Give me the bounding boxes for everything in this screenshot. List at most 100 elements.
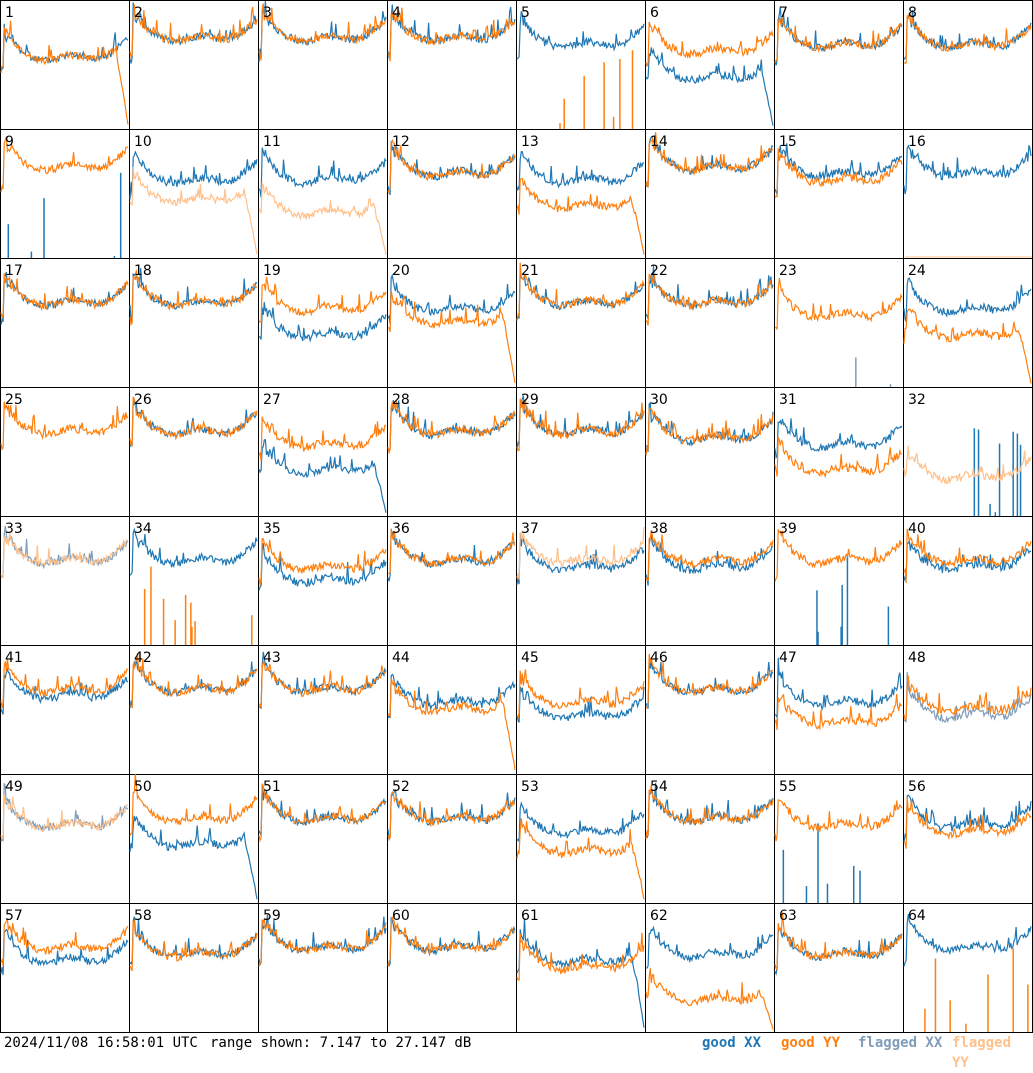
panel-label: 4 [392, 5, 401, 21]
panel-30: 30 [645, 387, 775, 517]
series-yy-line [258, 783, 387, 843]
panel-label: 63 [779, 908, 797, 924]
timestamp: 2024/11/08 16:58:01 UTC [4, 1035, 198, 1051]
panel-label: 36 [392, 521, 410, 537]
panel-41: 41 [0, 645, 130, 775]
panel-border [516, 645, 646, 775]
panel-label: 45 [521, 650, 539, 666]
panel-25: 25 [0, 387, 130, 517]
panel-49: 49 [0, 774, 130, 904]
series-xx-line [129, 815, 258, 900]
panel-24: 24 [903, 258, 1033, 388]
panel-61: 61 [516, 903, 646, 1033]
series-yy-line [774, 693, 903, 731]
series-yy-line [387, 290, 516, 384]
panel-58: 58 [129, 903, 259, 1033]
series-yy-line [129, 652, 258, 709]
panel-label: 59 [263, 908, 281, 924]
series-yy-line [0, 273, 129, 318]
panel-22: 22 [645, 258, 775, 388]
series-yy-line [516, 177, 645, 255]
series-yy-line [645, 273, 774, 326]
series-yy-line [645, 529, 774, 582]
series-yy-line [903, 797, 1032, 849]
panel-label: 23 [779, 263, 797, 279]
series-yy-line [516, 818, 645, 900]
series-xx-line [645, 533, 774, 586]
panel-label: 13 [521, 134, 539, 150]
series-xx-line [258, 438, 387, 513]
panel-53: 53 [516, 774, 646, 904]
panel-label: 26 [134, 392, 152, 408]
panel-label: 35 [263, 521, 281, 537]
series-yy-line [774, 436, 903, 479]
series-yy-line [903, 13, 1032, 64]
panel-label: 18 [134, 263, 152, 279]
legend-good-xx: good XX [702, 1035, 762, 1051]
range-shown: range shown: 7.147 to 27.147 dB [210, 1035, 472, 1051]
series-yy-line [774, 529, 903, 582]
panel-label: 2 [134, 5, 143, 21]
panel-border [774, 516, 904, 646]
panel-border [774, 774, 904, 904]
series-xx-line [516, 686, 645, 723]
series-yy-line [516, 669, 645, 719]
panel-border [387, 516, 517, 646]
series-yy-line [387, 401, 516, 455]
series-xx-line [645, 265, 774, 319]
series-yy-line [387, 138, 516, 194]
series-yy-line [129, 166, 258, 255]
panel-label: 50 [134, 779, 152, 795]
panel-10: 10 [129, 129, 259, 259]
panel-label: 39 [779, 521, 797, 537]
panel-40: 40 [903, 516, 1033, 646]
panel-51: 51 [258, 774, 388, 904]
panel-label: 37 [521, 521, 539, 537]
panel-38: 38 [645, 516, 775, 646]
series-xx-line [645, 782, 774, 839]
panel-21: 21 [516, 258, 646, 388]
panel-border [645, 903, 775, 1033]
series-yy-line [516, 398, 645, 452]
panel-label: 55 [779, 779, 797, 795]
panel-label: 32 [908, 392, 926, 408]
series-yy-line [645, 784, 774, 840]
panel-label: 56 [908, 779, 926, 795]
panel-border [645, 0, 775, 130]
panel-28: 28 [387, 387, 517, 517]
series-yy-line [387, 678, 516, 771]
series-yy-line [258, 659, 387, 709]
panel-label: 46 [650, 650, 668, 666]
panel-59: 59 [258, 903, 388, 1033]
series-xx-line [645, 925, 774, 969]
series-yy-line [387, 529, 516, 574]
panel-label: 25 [5, 392, 23, 408]
panel-label: 1 [5, 5, 14, 21]
panel-5: 5 [516, 0, 646, 130]
panel-label: 51 [263, 779, 281, 795]
legend-flagged-yy: flagged YY [952, 1035, 1012, 1071]
panel-label: 16 [908, 134, 926, 150]
series-yy-line [258, 918, 387, 967]
panel-52: 52 [387, 774, 517, 904]
panel-border [774, 645, 904, 775]
series-yy-line [774, 277, 903, 330]
panel-label: 52 [392, 779, 410, 795]
panel-label: 14 [650, 134, 668, 150]
panel-34: 34 [129, 516, 259, 646]
panel-label: 43 [263, 650, 281, 666]
panel-18: 18 [129, 258, 259, 388]
panel-label: 49 [5, 779, 23, 795]
series-yy-line [645, 968, 774, 1030]
series-yy-line [387, 916, 516, 967]
series-xx-line [774, 657, 903, 718]
series-yy-line [387, 790, 516, 840]
panel-label: 42 [134, 650, 152, 666]
legend-flagged-xx: flagged XX [858, 1035, 943, 1051]
series-yy-line [903, 308, 1032, 384]
panel-39: 39 [774, 516, 904, 646]
panel-border [516, 258, 646, 388]
panel-37: 37 [516, 516, 646, 646]
panel-border [645, 645, 775, 775]
panel-border [645, 129, 775, 259]
